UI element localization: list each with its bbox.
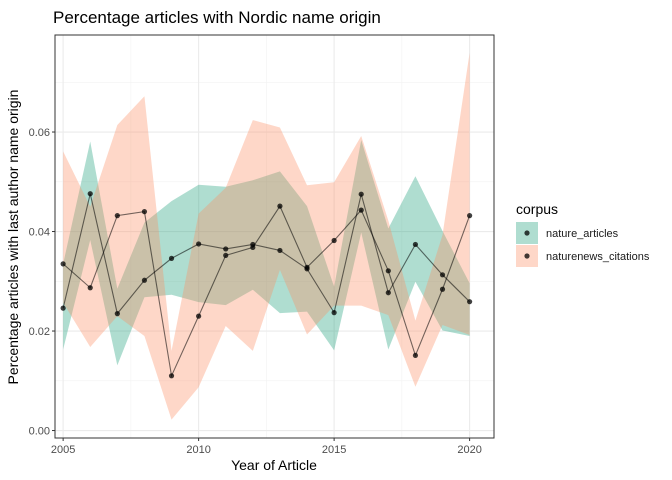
y-tick-label: 0.00 bbox=[29, 426, 50, 438]
grid-minor bbox=[55, 35, 494, 438]
y-axis-title: Percentage articles with last author nam… bbox=[5, 90, 21, 385]
line-nature_articles bbox=[62, 193, 470, 315]
x-tick-label: 2020 bbox=[457, 444, 481, 456]
x-tick-label: 2005 bbox=[51, 444, 75, 456]
point-nature_articles bbox=[358, 191, 364, 197]
plot-panel-border bbox=[54, 34, 495, 439]
point-nature_articles bbox=[60, 305, 66, 311]
point-nature_articles bbox=[467, 299, 473, 305]
point-naturenews_citations bbox=[412, 352, 419, 359]
point-nature_articles bbox=[168, 255, 175, 261]
point-naturenews_citations bbox=[439, 286, 446, 292]
point-naturenews_citations bbox=[60, 261, 66, 267]
point-nature_articles bbox=[141, 277, 148, 283]
point-naturenews_citations bbox=[114, 213, 120, 219]
y-tick-label: 0.06 bbox=[29, 127, 50, 139]
chart-title: Percentage articles with Nordic name ori… bbox=[53, 8, 381, 27]
point-naturenews_citations bbox=[467, 213, 473, 219]
x-tick-label: 2010 bbox=[186, 444, 210, 456]
point-naturenews_citations bbox=[385, 268, 391, 274]
point-naturenews_citations bbox=[277, 203, 283, 209]
point-nature_articles bbox=[114, 311, 120, 317]
series-lines bbox=[62, 193, 471, 378]
x-axis-ticks: 2005 2010 2015 2020 bbox=[51, 438, 482, 456]
point-naturenews_citations bbox=[168, 373, 175, 379]
legend-label-nature_articles: nature_articles bbox=[546, 228, 619, 240]
ribbon-naturenews_citations bbox=[63, 52, 470, 420]
confidence-bands bbox=[63, 52, 470, 420]
y-tick-label: 0.02 bbox=[29, 326, 50, 338]
ribbon-nature_articles bbox=[63, 139, 470, 366]
legend-label-naturenews_citations: naturenews_citations bbox=[546, 251, 650, 263]
point-nature_articles bbox=[385, 290, 391, 296]
point-nature_articles bbox=[331, 310, 337, 316]
point-nature_articles bbox=[223, 246, 229, 252]
point-naturenews_citations bbox=[223, 252, 229, 259]
point-naturenews_citations bbox=[87, 285, 93, 291]
y-tick-label: 0.04 bbox=[29, 227, 50, 239]
point-naturenews_citations bbox=[250, 244, 256, 251]
series-points bbox=[60, 191, 473, 379]
grid-major bbox=[55, 35, 494, 438]
line-naturenews_citations bbox=[62, 205, 471, 378]
point-nature_articles bbox=[87, 191, 93, 197]
y-axis-ticks: 0.00 0.02 0.04 0.06 bbox=[29, 127, 55, 438]
legend-key-point bbox=[524, 230, 530, 236]
point-nature_articles bbox=[196, 241, 202, 247]
point-naturenews_citations bbox=[331, 237, 337, 244]
legend-key-point bbox=[524, 253, 530, 259]
point-naturenews_citations bbox=[304, 264, 310, 270]
x-axis-title: Year of Article bbox=[231, 457, 317, 473]
legend: corpus nature_articles naturenews_citatio… bbox=[516, 201, 650, 267]
x-tick-label: 2015 bbox=[322, 444, 346, 456]
point-naturenews_citations bbox=[358, 207, 364, 213]
legend-title: corpus bbox=[516, 201, 558, 217]
point-naturenews_citations bbox=[141, 209, 148, 215]
point-nature_articles bbox=[412, 241, 419, 248]
point-nature_articles bbox=[277, 247, 283, 254]
point-naturenews_citations bbox=[196, 313, 202, 319]
plot-panel-bg bbox=[55, 35, 494, 438]
point-nature_articles bbox=[439, 272, 446, 278]
